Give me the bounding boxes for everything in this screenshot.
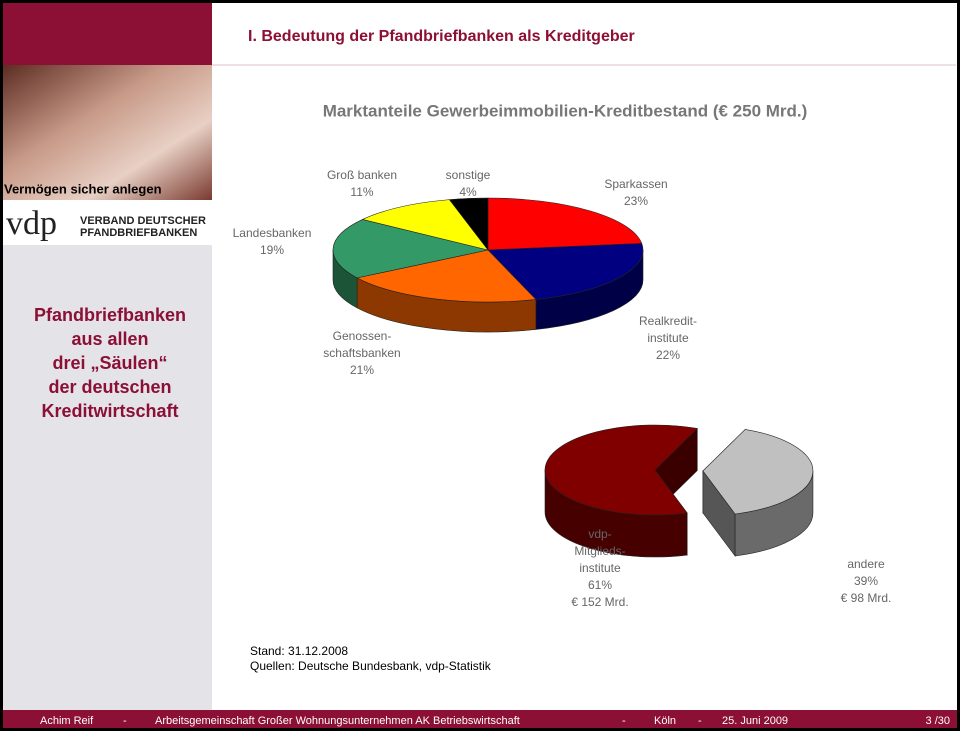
slice-value-label: 22% [656,348,680,362]
slice-value-label: 4% [459,185,477,199]
slide: I. Bedeutung der Pfandbriefbanken als Kr… [0,0,960,731]
slice-amount-label: € 98 Mrd. [841,591,892,605]
slice-value-label: 61% [588,578,612,592]
footer-text: Arbeitsgemeinschaft Großer Wohnungsunter… [155,715,520,727]
logo: vdp [6,205,57,242]
footer-text: Achim Reif [40,715,94,727]
logo-text: PFANDBRIEFBANKEN [80,227,197,239]
slice-label: sonstige [446,168,491,182]
logo-text: VERBAND DEUTSCHER [80,215,206,227]
footer-text: Köln [654,715,676,727]
slice-value-label: 19% [260,243,284,257]
tagline: Pfandbriefbanken [34,305,186,325]
slice-value-label: 21% [350,363,374,377]
footer-text: - [698,715,702,727]
page-number: 3 /30 [926,715,950,727]
tagline: aus allen [71,329,148,349]
slice-label: andere [847,557,885,571]
photo [0,65,212,200]
footer-text: 25. Juni 2009 [722,715,788,727]
note: Quellen: Deutsche Bundesbank, vdp-Statis… [250,659,492,673]
note: Stand: 31.12.2008 [250,644,348,658]
tagline: Kreditwirtschaft [41,401,178,421]
slice-value-label: 23% [624,194,648,208]
footer-text: - [622,715,626,727]
sidebar-top [0,0,212,65]
page: I. Bedeutung der Pfandbriefbanken als Kr… [0,0,960,736]
slice-amount-label: € 152 Mrd. [571,595,628,609]
chart-title: Marktanteile Gewerbeimmobilien-Kreditbes… [323,101,808,120]
header-title: I. Bedeutung der Pfandbriefbanken als Kr… [248,28,635,45]
footer-text: - [123,715,127,727]
slice-label: Groß banken [327,168,397,182]
slice-label: Sparkassen [604,177,667,191]
slice-label: Landesbanken [233,226,312,240]
tagline: der deutschen [48,377,171,397]
tagline: drei „Säulen“ [52,353,167,373]
slice-value-label: 11% [350,185,373,199]
photo-caption: Vermögen sicher anlegen [4,181,162,196]
slice-value-label: 39% [854,574,878,588]
